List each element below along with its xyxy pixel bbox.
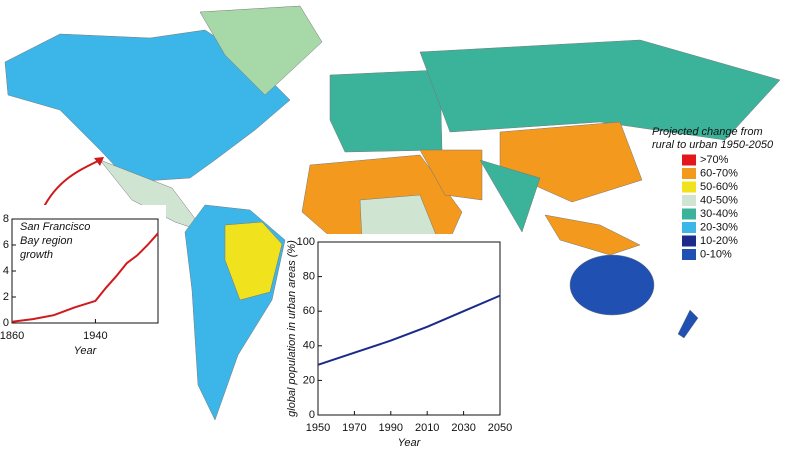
legend-swatch bbox=[682, 208, 696, 220]
legend-swatch bbox=[682, 249, 696, 260]
y-tick-label: 80 bbox=[303, 271, 315, 283]
data-line bbox=[11, 232, 159, 323]
chart-title: San Francisco bbox=[20, 221, 90, 233]
inset-panel bbox=[2, 205, 166, 365]
legend-label: 50-60% bbox=[700, 181, 738, 193]
arrow-head bbox=[94, 157, 104, 166]
x-axis-label: Year bbox=[74, 345, 98, 357]
y-axis-label: global population in urban areas (%) bbox=[286, 240, 298, 417]
legend-swatch bbox=[682, 195, 696, 206]
data-line bbox=[317, 294, 501, 366]
europe bbox=[329, 69, 443, 153]
y-tick-label: 40 bbox=[303, 340, 315, 352]
x-axis-label: Year bbox=[398, 437, 422, 449]
legend-swatch bbox=[682, 168, 696, 179]
x-tick-label: 2050 bbox=[488, 422, 512, 434]
y-tick-label: 2 bbox=[3, 291, 9, 303]
x-tick-label: 1970 bbox=[342, 422, 366, 434]
chart-title: Bay region bbox=[20, 235, 73, 247]
legend-swatch bbox=[682, 181, 696, 193]
legend-label: 10-20% bbox=[700, 235, 738, 247]
legend-swatch bbox=[682, 154, 696, 166]
legend-label: 60-70% bbox=[700, 167, 738, 179]
legend-title: Projected change from bbox=[652, 126, 763, 138]
new-zealand bbox=[677, 309, 699, 339]
legend-label: 20-30% bbox=[700, 221, 738, 233]
legend-label: 40-50% bbox=[700, 194, 738, 206]
legend-title: rural to urban 1950-2050 bbox=[652, 139, 774, 151]
x-tick-label: 1940 bbox=[83, 330, 107, 342]
brazil bbox=[224, 221, 283, 301]
y-tick-label: 6 bbox=[3, 239, 9, 251]
middle-east bbox=[419, 149, 483, 201]
russia bbox=[419, 39, 781, 141]
greenland bbox=[199, 5, 323, 96]
indonesia bbox=[544, 214, 641, 256]
y-tick-label: 4 bbox=[3, 265, 9, 277]
legend-swatch bbox=[682, 222, 696, 233]
legend-label: 0-10% bbox=[700, 248, 732, 260]
x-tick-label: 2030 bbox=[451, 422, 475, 434]
inset-panel bbox=[286, 234, 506, 451]
legend-label: >70% bbox=[700, 154, 729, 166]
legend-label: 30-40% bbox=[700, 208, 738, 220]
y-tick-label: 60 bbox=[303, 305, 315, 317]
north-america bbox=[4, 29, 291, 183]
y-tick-label: 8 bbox=[3, 213, 9, 225]
x-tick-label: 1990 bbox=[379, 422, 403, 434]
y-tick-label: 0 bbox=[3, 317, 9, 329]
y-tick-label: 0 bbox=[309, 409, 315, 421]
legend-swatch bbox=[682, 235, 696, 247]
india bbox=[479, 159, 541, 233]
x-tick-label: 2010 bbox=[415, 422, 439, 434]
australia bbox=[569, 254, 655, 316]
y-tick-label: 100 bbox=[297, 236, 315, 248]
chart-title: growth bbox=[20, 249, 53, 261]
x-tick-label: 1950 bbox=[306, 422, 330, 434]
plot-frame bbox=[317, 241, 501, 416]
y-tick-label: 20 bbox=[303, 374, 315, 386]
x-tick-label: 1860 bbox=[0, 330, 24, 342]
